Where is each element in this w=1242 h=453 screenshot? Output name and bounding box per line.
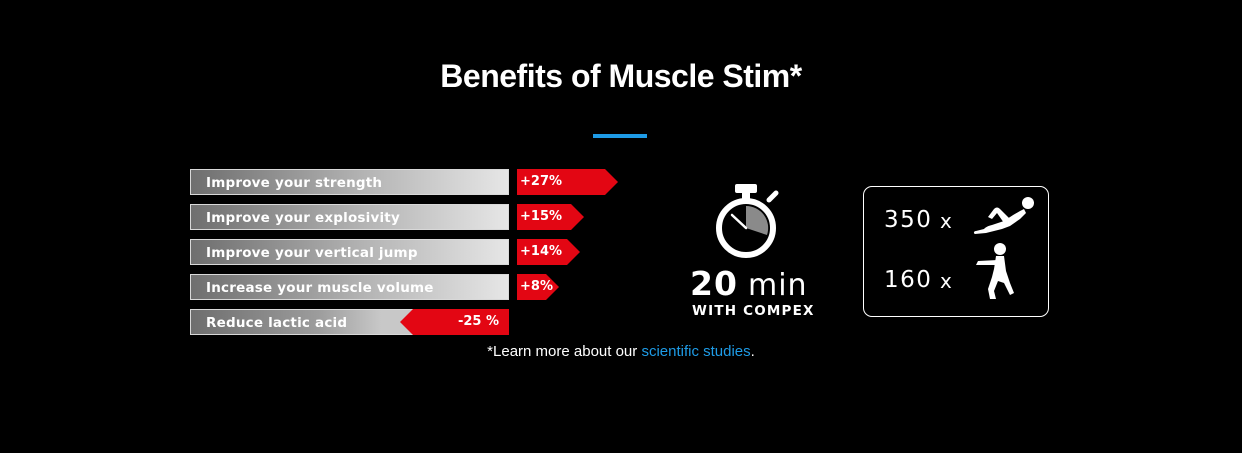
benefit-row-lactic-acid: Reduce lactic acid -25 % [190, 309, 650, 335]
benefit-value: +15% [520, 209, 563, 224]
benefit-value: +8% [520, 279, 553, 294]
rep-multiplier: x [940, 209, 952, 233]
benefit-label: Improve your strength [206, 175, 383, 191]
benefit-label-bar: Improve your vertical jump [190, 239, 509, 265]
rep-count: 160 [884, 267, 933, 293]
benefit-label-bar: Improve your explosivity [190, 204, 509, 230]
benefit-row-vertical-jump: Improve your vertical jump +14% [190, 239, 650, 265]
timer-number: 20 [690, 264, 738, 303]
squat-icon [976, 243, 1014, 299]
footnote-prefix: *Learn more about our [487, 343, 642, 360]
benefit-label: Increase your muscle volume [206, 280, 434, 296]
benefit-row-strength: Improve your strength +27% [190, 169, 650, 195]
benefit-value-badge: -25 % [400, 309, 509, 335]
rep-line-situps: 350 x [884, 197, 1044, 241]
benefit-value: +27% [520, 174, 563, 189]
page-title: Benefits of Muscle Stim* [440, 58, 802, 94]
rep-multiplier: x [940, 269, 952, 293]
benefit-row-muscle-volume: Increase your muscle volume +8% [190, 274, 650, 300]
benefits-list: Improve your strength +27% Improve your … [190, 169, 650, 339]
benefit-row-explosivity: Improve your explosivity +15% [190, 204, 650, 230]
benefit-label-bar: Increase your muscle volume [190, 274, 509, 300]
footnote-suffix: . [750, 343, 755, 360]
stopwatch-icon [716, 184, 779, 258]
benefit-value: +14% [520, 244, 563, 259]
benefit-label: Improve your vertical jump [206, 245, 418, 261]
scientific-studies-link[interactable]: scientific studies [641, 343, 751, 360]
rep-count: 350 [884, 207, 933, 233]
title-underline [593, 134, 647, 138]
benefit-value: -25 % [457, 314, 499, 329]
benefit-value-badge: +15% [517, 204, 584, 230]
benefit-value-badge: +27% [517, 169, 618, 195]
footnote: *Learn more about our scientific studies… [0, 343, 1242, 360]
timer-block: 20 min WITH COMPEX [688, 182, 813, 322]
reps-box: 350 x 160 x [863, 186, 1049, 317]
timer-caption: WITH COMPEX [692, 303, 815, 319]
benefit-value-badge: +14% [517, 239, 580, 265]
benefit-label-bar: Improve your strength [190, 169, 509, 195]
benefit-label: Reduce lactic acid [206, 315, 348, 331]
benefit-value-badge: +8% [517, 274, 559, 300]
benefit-label: Improve your explosivity [206, 210, 400, 226]
rep-line-squats: 160 x [884, 243, 1044, 301]
timer-unit: min [748, 268, 808, 303]
situp-icon [973, 197, 1034, 234]
